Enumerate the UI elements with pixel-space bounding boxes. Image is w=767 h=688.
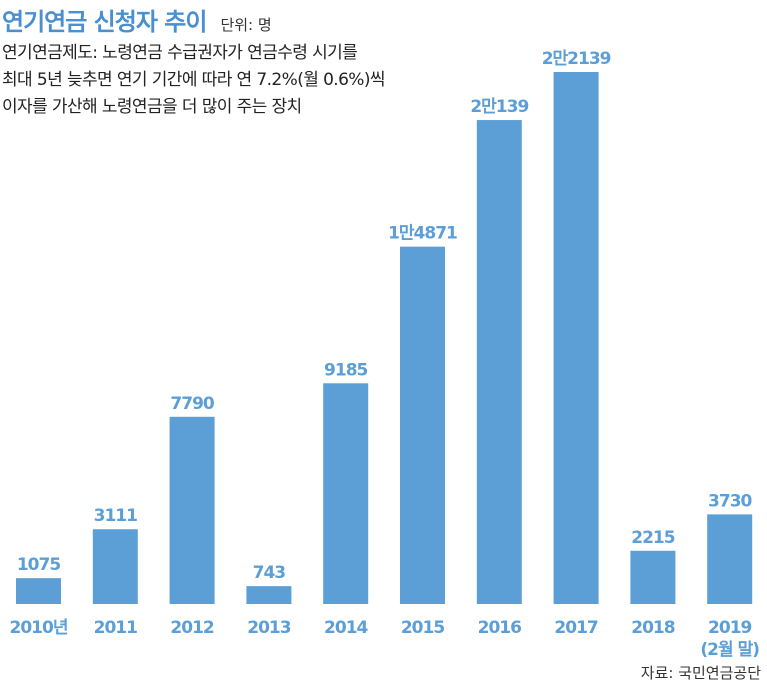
bar-5 bbox=[400, 246, 445, 605]
value-label: 3111 bbox=[94, 506, 137, 526]
bar-7 bbox=[553, 72, 599, 604]
bar-2 bbox=[169, 416, 215, 604]
value-label: 2215 bbox=[631, 528, 674, 548]
category-label: 2016 bbox=[478, 618, 521, 638]
value-label: 2만139 bbox=[470, 97, 528, 117]
category-label: 2014 bbox=[324, 618, 368, 638]
value-label: 1075 bbox=[17, 555, 60, 575]
bar-9 bbox=[707, 514, 753, 604]
category-label: 2011 bbox=[94, 618, 137, 638]
unit-label: 단위: 명 bbox=[220, 16, 272, 34]
value-label: 743 bbox=[253, 563, 286, 583]
value-label: 2만2139 bbox=[542, 49, 611, 69]
source-note: 자료: 국민연금공단 bbox=[640, 664, 761, 682]
category-label: 2013 bbox=[247, 618, 290, 638]
value-label: 1만4871 bbox=[388, 224, 457, 244]
category-label: 2018 bbox=[631, 618, 674, 638]
category-label: 2015 bbox=[401, 618, 444, 638]
bar-6 bbox=[476, 120, 522, 604]
chart-title: 연기연금 신청자 추이 bbox=[2, 8, 207, 36]
description-line: 이자를 가산해 노령연금을 더 많이 주는 장치 bbox=[2, 97, 302, 117]
bar-4 bbox=[323, 383, 369, 604]
description: 연기연금제도: 노령연금 수급권자가 연금수령 시기를 최대 5년 늦추면 연기… bbox=[2, 40, 386, 121]
category-label: 2010년 bbox=[10, 618, 68, 638]
description-line: 최대 5년 늦추면 연기 기간에 따라 연 7.2%(월 0.6%)씩 bbox=[2, 70, 386, 90]
category-label: 2012 bbox=[170, 618, 213, 638]
value-label: 3730 bbox=[708, 491, 752, 511]
title-row: 연기연금 신청자 추이 단위: 명 bbox=[2, 2, 272, 37]
category-label: (2월 말) bbox=[700, 639, 759, 660]
description-line: 연기연금제도: 노령연금 수급권자가 연금수령 시기를 bbox=[2, 43, 358, 63]
bar-1 bbox=[92, 529, 138, 604]
bar-8 bbox=[630, 550, 676, 604]
category-label: 2017 bbox=[554, 618, 597, 638]
value-label: 7790 bbox=[170, 394, 214, 414]
bar-0 bbox=[16, 578, 61, 604]
category-label: 2019 bbox=[708, 618, 751, 638]
value-label: 9185 bbox=[324, 360, 367, 380]
bar-3 bbox=[246, 586, 292, 604]
